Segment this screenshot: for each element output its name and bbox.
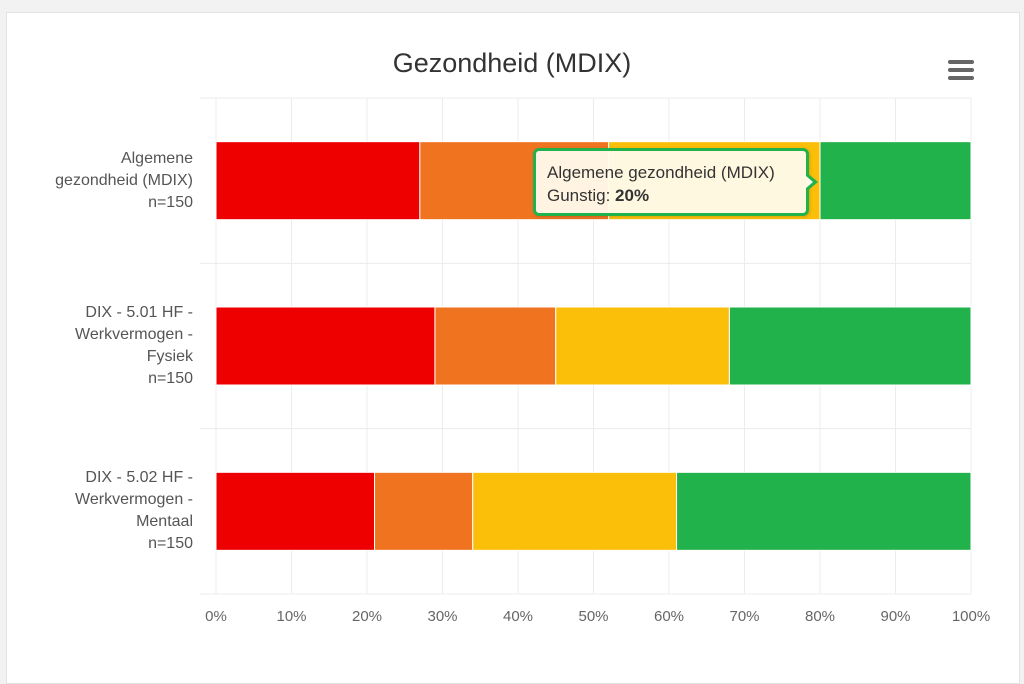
hamburger-menu-icon[interactable]: [946, 58, 976, 84]
x-tick-label: 0%: [205, 608, 227, 625]
tooltip-value: 20%: [615, 186, 650, 205]
tooltip-pointer-fill: [806, 176, 813, 188]
x-tick-label: 20%: [352, 608, 382, 625]
tooltip-series-name: Gunstig:: [547, 186, 611, 205]
category-label: DIX - 5.02 HF - Werkvermogen - Mentaal n=15…: [20, 467, 193, 555]
bar-segment: [472, 471, 678, 551]
menu-bar-1: [948, 60, 974, 64]
menu-bar-2: [948, 68, 974, 72]
category-label-line: Fysiek: [146, 348, 193, 365]
x-tick-label: 50%: [578, 608, 608, 625]
bar-segment: [819, 141, 972, 221]
chart-title: Gezondheid (MDIX): [392, 48, 632, 78]
bar-segment: [215, 141, 421, 221]
category-label-line: Mentaal: [136, 513, 193, 531]
category-label-line: n=150: [148, 370, 193, 387]
category-label-line: gezondheid (MDIX): [55, 171, 193, 189]
x-tick-label: 10%: [276, 608, 306, 625]
menu-bar-3: [948, 76, 974, 80]
x-tick-label: 60%: [654, 608, 684, 625]
bar-segment: [215, 471, 376, 551]
category-label-line: n=150: [148, 535, 193, 553]
bar-segment: [555, 306, 730, 386]
chart-tooltip: Algemene gezondheid (MDIX) Gunstig: 20%: [533, 148, 809, 216]
x-tick-label: 80%: [805, 608, 835, 625]
x-tick-label: 90%: [880, 608, 910, 625]
category-label-line: Werkvermogen -: [75, 491, 193, 509]
x-tick-label: 30%: [427, 608, 457, 625]
category-label: Algemene gezondheid (MDIX) n=150: [20, 148, 193, 214]
x-tick-label: 100%: [952, 608, 990, 625]
bar-segment: [676, 471, 972, 551]
category-label-line: DIX - 5.02 HF -: [85, 469, 193, 487]
bar-segment: [434, 306, 557, 386]
category-label-line: n=150: [148, 193, 193, 211]
bar-segment: [215, 306, 436, 386]
category-label-line: Algemene: [120, 149, 193, 167]
bar-segment: [728, 306, 972, 386]
tooltip-line: Gunstig: 20%: [547, 184, 806, 207]
x-tick-label: 40%: [503, 608, 533, 625]
tooltip-category: Algemene gezondheid (MDIX): [547, 163, 775, 182]
category-label-line: Werkvermogen -: [75, 326, 193, 343]
category-label: DIX - 5.01 HF - Werkvermogen - Fysiek n=150: [20, 302, 193, 390]
x-tick-label: 70%: [729, 608, 759, 625]
bar-segment: [374, 471, 474, 551]
category-label-line: DIX - 5.01 HF -: [85, 304, 193, 321]
